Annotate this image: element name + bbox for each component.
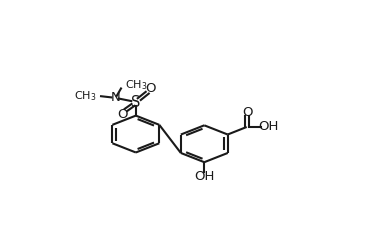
Text: O: O: [145, 82, 156, 95]
Text: CH$_3$: CH$_3$: [125, 78, 148, 92]
Text: S: S: [131, 94, 141, 110]
Text: CH$_3$: CH$_3$: [74, 89, 96, 103]
Text: N: N: [110, 91, 120, 104]
Text: OH: OH: [258, 120, 279, 133]
Text: O: O: [242, 106, 252, 119]
Text: OH: OH: [194, 170, 215, 183]
Text: O: O: [117, 108, 128, 121]
